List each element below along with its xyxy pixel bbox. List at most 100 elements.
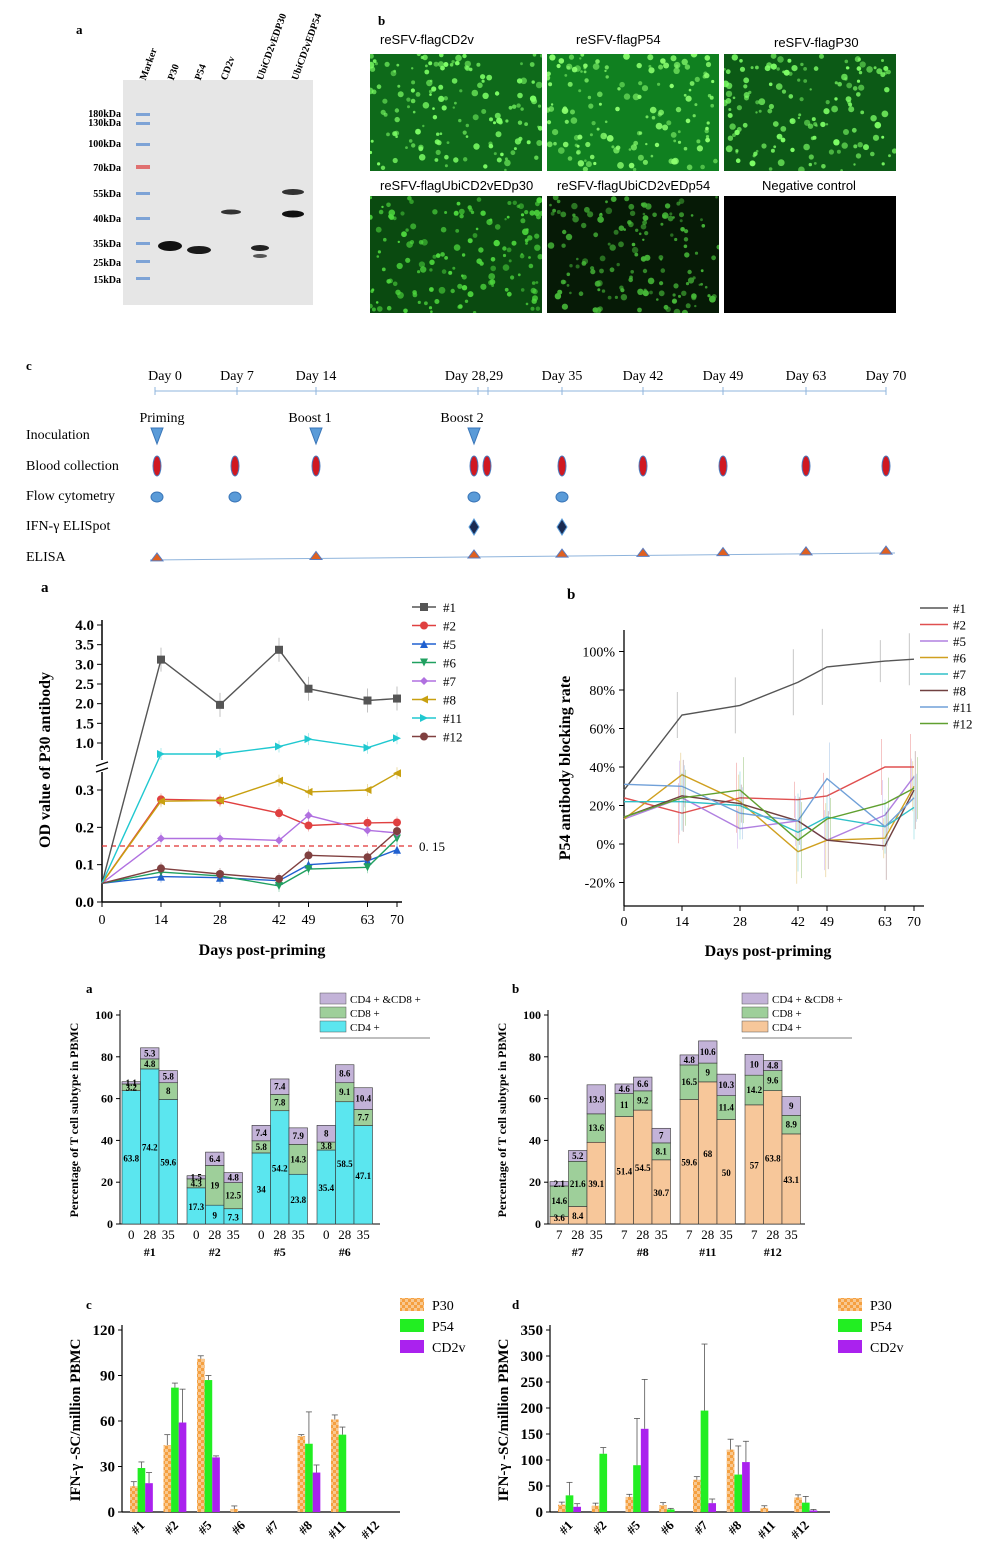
chart-point: [420, 695, 428, 704]
legend-label: #1: [443, 600, 456, 615]
blood-collection-marker: [801, 455, 811, 477]
group-#5: 34 5.8 7.4 0 54.2 7.8 7.4 28 23.8 14.3 7.9 35 #5: [251, 1078, 308, 1259]
series-#5: [101, 843, 401, 887]
bar-value-label: 34: [257, 1184, 267, 1194]
bar-P54: [734, 1474, 743, 1512]
blot-marker-label: 130kDa: [88, 118, 121, 129]
bar-dp: [698, 1040, 718, 1064]
bar-value-label: 4.8: [228, 1173, 240, 1183]
timeline-row-label: IFN-γ ELISpot: [26, 519, 110, 534]
fluorescence-image: [724, 196, 896, 313]
group-#1: #1: [128, 1461, 153, 1537]
timeline-row-label: ELISA: [26, 550, 67, 565]
flow-cytometry-marker: [467, 491, 481, 503]
y-tick-label: 50: [528, 1479, 543, 1495]
legend-swatch: [838, 1319, 862, 1332]
x-tick-label: 28: [701, 1227, 714, 1242]
x-tick-label: 0: [258, 1227, 265, 1242]
bar-value-label: 19: [210, 1180, 220, 1190]
chart-point: [157, 655, 165, 664]
y-tick-label: 30: [100, 1460, 115, 1476]
series-line: [623, 777, 915, 828]
bar-value-label: 4.3: [191, 1178, 203, 1188]
y-tick-label: 100: [95, 1008, 113, 1022]
bar-value-label: 13.9: [588, 1094, 604, 1104]
legend-label: #5: [953, 634, 966, 649]
fig2-panel-b-letter: b: [567, 587, 576, 603]
bar-value-label: 59.6: [160, 1158, 176, 1168]
bar-value-label: 63.8: [765, 1153, 781, 1163]
chart-point: [393, 818, 401, 827]
chart-point: [304, 735, 313, 744]
series-line: [623, 787, 915, 842]
bar-P54: [204, 1380, 213, 1512]
x-tick-label: 70: [390, 913, 404, 928]
fig3-panel-a-letter: a: [86, 981, 93, 996]
legend-label: CD4 +: [772, 1022, 802, 1034]
x-tick-label: 28: [571, 1227, 584, 1242]
x-tick-label: 35: [785, 1227, 798, 1242]
x-tick-label: 14: [675, 915, 689, 930]
chart-point: [157, 750, 165, 759]
blot-bands: [136, 113, 304, 280]
x-tick-label: 7: [686, 1227, 693, 1242]
elispot-chart-d: 0 50 100 150 200 250 300 350 IFN-γ -SC/million P…: [496, 1298, 903, 1542]
blot-marker-label: 40kDa: [93, 214, 121, 225]
chart-point: [363, 786, 372, 794]
legend-label: P30: [870, 1299, 892, 1314]
timeline-day-label: Day 28,29: [445, 369, 503, 384]
group-#12: #12: [787, 1494, 818, 1542]
legend-label: #11: [443, 711, 462, 726]
legend-label: #7: [953, 667, 967, 682]
y-tick-label: 60: [529, 1092, 541, 1106]
flow-cytometry-marker: [228, 491, 242, 503]
band-p30: [158, 241, 182, 251]
bar-CD2v: [178, 1422, 187, 1512]
group-#6: #6: [657, 1502, 677, 1537]
bar-value-label: 21.6: [570, 1179, 586, 1189]
bar-CD2v: [640, 1428, 649, 1512]
group-label: #6: [339, 1245, 351, 1259]
timeline-row-label: Inoculation: [26, 428, 90, 443]
bar-value-label: 39.1: [588, 1179, 604, 1189]
x-tick-label: #12: [787, 1518, 811, 1542]
x-tick-label: #6: [228, 1517, 248, 1537]
bar-CD2v: [573, 1506, 582, 1512]
fluorescence-image: [370, 196, 542, 313]
bar-value-label: 12.5: [225, 1191, 241, 1201]
timeline-day-label: Day 0: [148, 369, 182, 384]
blot-marker-label: 35kDa: [93, 239, 121, 250]
chart-point: [216, 700, 224, 709]
legend-label: CD8 +: [350, 1008, 380, 1020]
bar-value-label: 16.5: [681, 1077, 697, 1087]
band-ubip30: [251, 245, 269, 251]
chart-point: [393, 827, 401, 836]
bar-dp: [205, 1151, 225, 1166]
group-#7: #7: [691, 1343, 717, 1537]
bar-value-label: 5.8: [256, 1142, 268, 1152]
bar-P54: [171, 1387, 179, 1512]
chart-point: [304, 851, 313, 860]
bar-value-label: 9.6: [767, 1076, 779, 1086]
x-tick-label: 0: [323, 1227, 330, 1242]
blot-lane-label: P54: [193, 62, 209, 82]
bar-dp: [586, 1084, 606, 1115]
bar-value-label: 3.8: [321, 1141, 333, 1151]
bar-dp: [781, 1096, 801, 1116]
blot-marker-label: 55kDa: [93, 189, 121, 200]
bar-CD2v: [742, 1462, 750, 1512]
y-tick-label: 80: [529, 1050, 541, 1064]
chart-point: [275, 776, 283, 785]
blood-collection-marker: [881, 455, 891, 477]
bar-P54: [700, 1410, 709, 1512]
group-label: #8: [637, 1245, 649, 1259]
chart-point: [275, 881, 283, 890]
blot-lane-label: UbiCD2vEDP30: [255, 12, 290, 82]
bar-P30: [794, 1497, 802, 1512]
bar-value-label: 54.5: [635, 1163, 651, 1173]
x-tick-label: 35: [227, 1227, 240, 1242]
y-tick-label: 80%: [589, 684, 615, 699]
blood-collection-marker: [152, 455, 162, 477]
x-tick-label: #1: [556, 1518, 576, 1538]
chart-point: [157, 797, 165, 806]
